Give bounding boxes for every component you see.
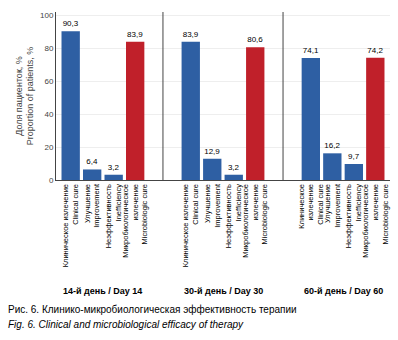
svg-text:60: 60: [44, 77, 53, 86]
svg-text:80: 80: [44, 44, 53, 53]
svg-text:Рис. 6. Клинико-микробиологиче: Рис. 6. Клинико-микробиологическая эффек…: [8, 304, 297, 315]
svg-text:УлучшениеImprovement: УлучшениеImprovement: [203, 183, 222, 228]
svg-text:УлучшениеImprovement: УлучшениеImprovement: [323, 183, 342, 228]
svg-text:100: 100: [40, 11, 54, 20]
svg-text:3,2: 3,2: [228, 163, 240, 172]
svg-text:74,2: 74,2: [367, 46, 383, 55]
svg-text:КлиническоеизлечениеClinical c: КлиническоеизлечениеClinical cure: [297, 184, 326, 229]
svg-text:74,1: 74,1: [303, 46, 319, 55]
svg-text:83,9: 83,9: [127, 30, 143, 39]
svg-text:12,9: 12,9: [204, 147, 220, 156]
svg-text:90,3: 90,3: [63, 19, 79, 28]
svg-text:16,2: 16,2: [324, 141, 340, 150]
svg-text:Fig. 6. Clinical and microbiol: Fig. 6. Clinical and microbiological eff…: [8, 319, 244, 330]
svg-text:83,9: 83,9: [183, 30, 199, 39]
svg-text:НеэффективностьInefficiency: НеэффективностьInefficiency: [344, 184, 363, 249]
svg-text:6,4: 6,4: [86, 157, 98, 166]
svg-text:НеэффективностьInefficiency: НеэффективностьInefficiency: [104, 184, 123, 249]
svg-text:60-й день / Day 60: 60-й день / Day 60: [304, 286, 383, 296]
svg-text:МикробиологическоеизлечениеMic: МикробиологическоеизлечениеMicrobiologic…: [361, 184, 390, 258]
svg-text:9,7: 9,7: [348, 152, 360, 161]
svg-text:80,6: 80,6: [247, 35, 263, 44]
svg-text:Клиническое излечениеClinical: Клиническое излечениеClinical cure: [181, 184, 200, 267]
svg-text:МикробиологическоеизлечениеMic: МикробиологическоеизлечениеMicrobiologic…: [241, 184, 270, 258]
svg-text:14-й день / Day 14: 14-й день / Day 14: [63, 286, 142, 296]
svg-text:40: 40: [44, 110, 53, 119]
svg-text:20: 20: [44, 143, 53, 152]
svg-text:Доля пациенток, %Proportion of: Доля пациенток, %Proportion of patients,…: [14, 47, 36, 146]
svg-text:0: 0: [49, 176, 54, 185]
svg-text:МикробиологическоеизлечениеMic: МикробиологическоеизлечениеMicrobiologic…: [121, 184, 150, 258]
svg-text:3,2: 3,2: [108, 163, 120, 172]
svg-text:30-й день / Day 30: 30-й день / Day 30: [184, 286, 263, 296]
svg-text:НеэффективностьInefficiency: НеэффективностьInefficiency: [224, 184, 243, 249]
svg-text:Клиническое излечениеClinical: Клиническое излечениеClinical cure: [61, 184, 80, 267]
svg-text:УлучшениеImprovement: УлучшениеImprovement: [83, 183, 102, 228]
